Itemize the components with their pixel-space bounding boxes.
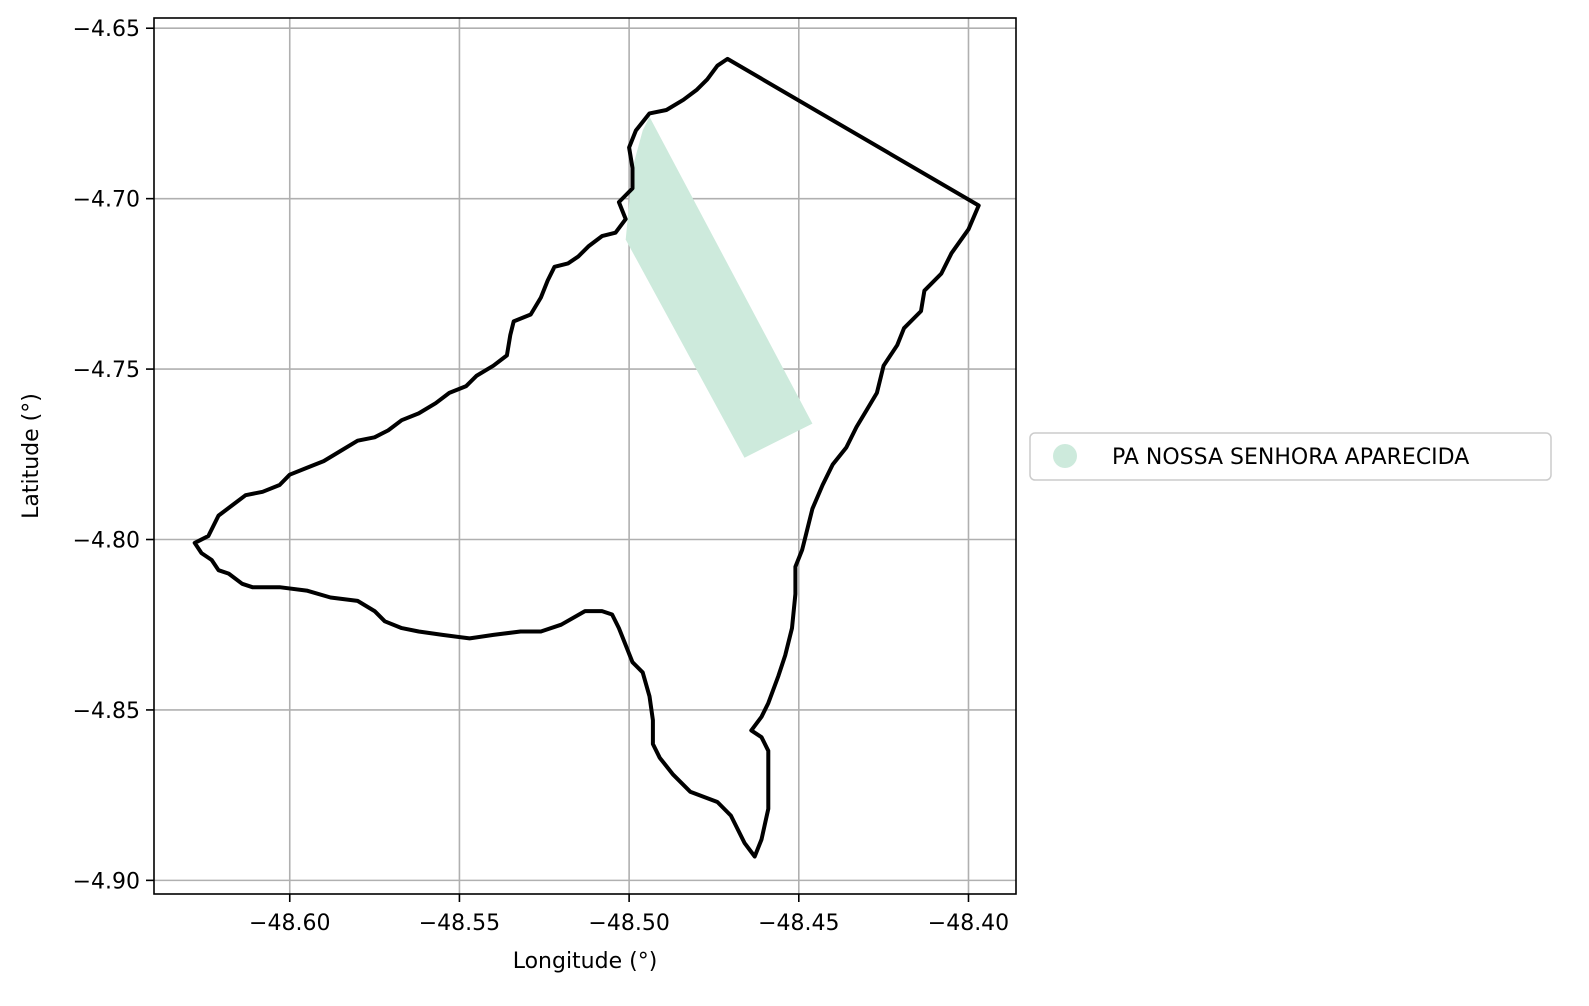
x-axis-ticks: −48.60 −48.55 −48.50 −48.45 −48.40 (249, 894, 1009, 936)
grid-lines (154, 18, 1016, 894)
axes-frame (153, 17, 1017, 895)
municipality-boundary (192, 56, 981, 859)
x-axis-label: Longitude (°) (513, 949, 658, 974)
plot-area (154, 18, 1016, 894)
x-tick-label: −48.40 (928, 911, 1009, 936)
y-tick-label: −4.85 (73, 699, 140, 724)
x-tick-label: −48.55 (419, 911, 500, 936)
y-tick-label: −4.90 (73, 869, 140, 894)
legend: PA NOSSA SENHORA APARECIDA (1029, 432, 1552, 481)
x-tick-label: −48.50 (588, 911, 669, 936)
area-polygon-nossa-senhora-aparecida (625, 116, 813, 458)
y-tick-label: −4.65 (73, 17, 140, 42)
y-axis-label: Latitude (°) (19, 393, 44, 519)
legend-marker (1053, 444, 1077, 468)
y-axis-ticks: −4.65 −4.70 −4.75 −4.80 −4.85 −4.90 (73, 17, 154, 894)
x-tick-label: −48.60 (249, 911, 330, 936)
area-layer (625, 116, 813, 458)
y-tick-label: −4.70 (73, 188, 140, 213)
x-tick-label: −48.45 (758, 911, 839, 936)
legend-box (1029, 432, 1552, 481)
y-tick-label: −4.75 (73, 358, 140, 383)
legend-label: PA NOSSA SENHORA APARECIDA (1112, 445, 1469, 470)
y-tick-label: −4.80 (73, 529, 140, 554)
boundary-layer (192, 56, 981, 859)
